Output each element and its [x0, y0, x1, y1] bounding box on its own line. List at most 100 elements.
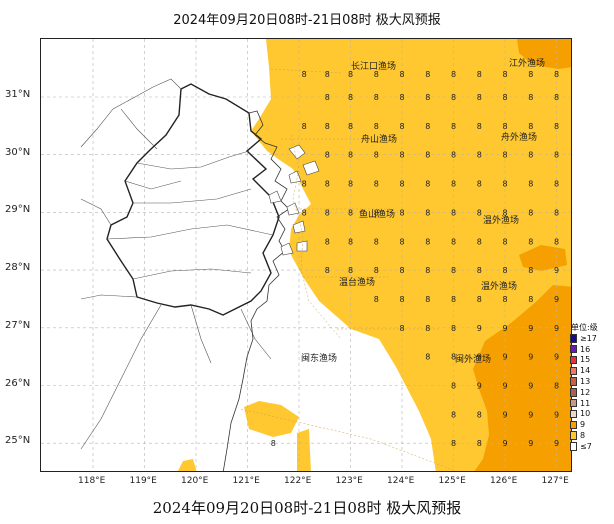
lat-label: 25°N	[5, 435, 31, 447]
wind-value: 9	[528, 382, 533, 391]
wind-value: 8	[348, 93, 353, 102]
legend-swatch	[570, 409, 577, 419]
wind-level-9-patch-north	[517, 39, 571, 69]
wind-value: 8	[425, 151, 430, 160]
legend-title: 单位:级	[571, 323, 598, 332]
wind-value: 8	[451, 295, 456, 304]
lat-label: 28°N	[5, 262, 31, 274]
wind-value: 9	[554, 324, 559, 333]
lat-label: 26°N	[5, 377, 31, 389]
lon-label: 121°E	[232, 476, 260, 486]
mainland-coastline	[222, 110, 290, 471]
wind-value: 9	[554, 295, 559, 304]
legend-row: 12	[570, 387, 606, 398]
wind-value: 8	[425, 324, 430, 333]
wind-value: 9	[477, 353, 482, 362]
wind-value: 8	[477, 122, 482, 131]
legend-label: 16	[580, 344, 591, 354]
wind-value-labels: 8 8 8 8 8 8 8 8 8 8 8 8 8 8 8 8 8 8 8 8 8 8 8 8 8 8 8 8 8 8 8 8 8 8 8 8 8 8 8 8…	[271, 70, 559, 448]
wind-value: 8	[348, 151, 353, 160]
legend-swatch	[570, 420, 577, 430]
wind-value: 9	[477, 382, 482, 391]
wind-value: 8	[554, 237, 559, 246]
wind-legend: 单位:级 ≥17 16 15 14 13 12 11 10 9 8 ≤7	[570, 322, 606, 452]
wind-value: 8	[425, 70, 430, 79]
wind-value: 8	[502, 295, 507, 304]
legend-swatch	[570, 442, 577, 451]
wind-value: 8	[374, 295, 379, 304]
lon-label: 125°E	[438, 476, 466, 486]
wind-value: 9	[528, 353, 533, 362]
wind-value: 8	[502, 208, 507, 217]
wind-value: 8	[451, 208, 456, 217]
label-jiangwai: 江外渔场	[509, 57, 545, 69]
wind-level-9-region	[473, 285, 571, 471]
lat-label: 29°N	[5, 204, 31, 216]
lon-label: 120°E	[181, 476, 209, 486]
legend-row: 15	[570, 355, 606, 366]
wind-value: 8	[325, 70, 330, 79]
wind-value: 8	[399, 208, 404, 217]
legend-row: 16	[570, 344, 606, 355]
lon-label: 119°E	[129, 476, 157, 486]
wind-value: 8	[325, 208, 330, 217]
legend-row: 10	[570, 409, 606, 420]
wind-value: 8	[271, 439, 276, 448]
wind-value: 8	[374, 151, 379, 160]
legend-label: 13	[580, 377, 591, 387]
wind-value: 8	[399, 151, 404, 160]
wind-value: 8	[399, 295, 404, 304]
wind-value: 8	[325, 266, 330, 275]
wind-value: 8	[502, 151, 507, 160]
fishing-zone-lines	[240, 68, 457, 471]
wind-value: 8	[325, 122, 330, 131]
wind-value: 8	[502, 266, 507, 275]
wind-value: 8	[399, 93, 404, 102]
legend-swatch	[570, 431, 577, 440]
wind-value: 8	[528, 180, 533, 189]
wind-value: 8	[425, 93, 430, 102]
label-wenwai-2: 温外渔场	[481, 280, 517, 292]
wind-value: 9	[502, 410, 507, 419]
legend-swatch	[570, 366, 577, 376]
wind-value: 8	[502, 237, 507, 246]
lon-label: 118°E	[78, 476, 106, 486]
wind-value: 8	[528, 237, 533, 246]
wind-value: 8	[425, 295, 430, 304]
wind-value: 8	[528, 266, 533, 275]
wind-value: 8	[425, 180, 430, 189]
wind-value: 8	[554, 122, 559, 131]
wind-value: 9	[502, 439, 507, 448]
wind-value: 8	[325, 180, 330, 189]
wind-value: 8	[425, 266, 430, 275]
wind-value: 8	[528, 295, 533, 304]
wind-value: 8	[399, 122, 404, 131]
legend-label: 9	[580, 420, 586, 430]
legend-label: ≤7	[580, 441, 592, 451]
lat-label: 31°N	[5, 89, 31, 100]
wind-value: 8	[374, 237, 379, 246]
label-minwai: 闽外渔场	[455, 353, 491, 365]
wind-value: 8	[348, 237, 353, 246]
wind-value: 9	[528, 439, 533, 448]
label-zhouwai: 舟外渔场	[501, 131, 537, 143]
wind-value: 8	[451, 353, 456, 362]
legend-swatch	[570, 398, 577, 408]
wind-value: 8	[477, 410, 482, 419]
legend-swatch	[570, 334, 577, 343]
wind-value: 8	[451, 382, 456, 391]
wind-value: 8	[451, 237, 456, 246]
lat-label: 27°N	[5, 319, 31, 331]
map-title-bottom: 2024年09月20日08时-21日08时 极大风预报	[152, 499, 462, 517]
wind-value: 8	[554, 382, 559, 391]
wind-value: 8	[302, 122, 307, 131]
wind-value: 9	[554, 353, 559, 362]
county-borders	[80, 78, 274, 450]
wind-value: 8	[502, 70, 507, 79]
wind-level-8-patch-south	[244, 401, 299, 437]
wind-value: 8	[425, 208, 430, 217]
wind-value: 8	[477, 180, 482, 189]
label-wenwai-1: 温外渔场	[483, 214, 519, 226]
legend-swatch	[570, 344, 577, 354]
wind-value: 8	[325, 237, 330, 246]
